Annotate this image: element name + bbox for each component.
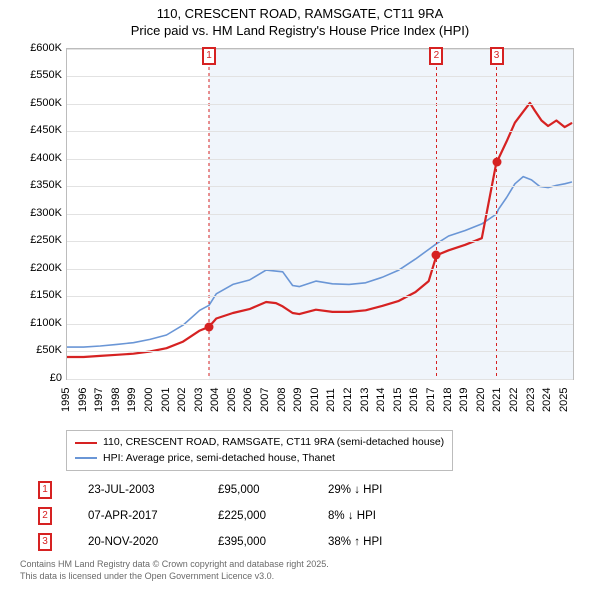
- x-tick-label: 2000: [143, 387, 155, 411]
- sales-row-price: £395,000: [218, 536, 328, 548]
- x-tick-label: 2017: [425, 387, 437, 411]
- legend-swatch: [75, 442, 97, 444]
- x-tick-label: 2023: [525, 387, 537, 411]
- y-tick-label: £300K: [20, 207, 62, 219]
- y-tick-label: £600K: [20, 42, 62, 54]
- x-tick-label: 1997: [93, 387, 105, 411]
- sales-row-diff: 8% ↓ HPI: [328, 510, 376, 522]
- y-tick-label: £0: [20, 372, 62, 384]
- x-tick-label: 2020: [475, 387, 487, 411]
- series-line-price_paid: [67, 103, 571, 357]
- sales-row-diff: 29% ↓ HPI: [328, 484, 382, 496]
- gridline-h: [67, 104, 573, 105]
- y-tick-label: £550K: [20, 69, 62, 81]
- chart-zone: £0 £50K £100K £150K £200K £250K £300K £350K £400…: [20, 44, 580, 424]
- x-tick-label: 2002: [176, 387, 188, 411]
- x-tick-label: 1996: [77, 387, 89, 411]
- x-tick-label: 2005: [226, 387, 238, 411]
- root-container: 110, CRESCENT ROAD, RAMSGATE, CT11 9RA P…: [0, 0, 600, 591]
- x-tick-label: 2006: [242, 387, 254, 411]
- series-line-hpi: [67, 176, 571, 347]
- sales-row-date: 07-APR-2017: [88, 510, 218, 522]
- x-tick-label: 2018: [442, 387, 454, 411]
- title-line-2: Price paid vs. HM Land Registry's House …: [10, 23, 590, 40]
- sales-row-diff: 38% ↑ HPI: [328, 536, 382, 548]
- plot-area: 1 2 3: [66, 48, 574, 380]
- sales-table: 1 23-JUL-2003£95,00029% ↓ HPI 2 07-APR-2017…: [38, 481, 580, 551]
- y-tick-label: £350K: [20, 179, 62, 191]
- x-tick-label: 2004: [209, 387, 221, 411]
- x-tick-label: 2010: [309, 387, 321, 411]
- footer-line-1: Contains HM Land Registry data © Crown c…: [20, 559, 580, 571]
- sales-row-number: 1: [38, 481, 52, 499]
- gridline-h: [67, 379, 573, 380]
- x-axis-labels: 1995199619971998199920002001200220032004…: [66, 382, 574, 424]
- y-tick-label: £500K: [20, 97, 62, 109]
- x-tick-label: 2008: [276, 387, 288, 411]
- legend-swatch: [75, 457, 97, 459]
- y-tick-label: £250K: [20, 234, 62, 246]
- sales-row-price: £225,000: [218, 510, 328, 522]
- legend-row: 110, CRESCENT ROAD, RAMSGATE, CT11 9RA (…: [75, 435, 444, 451]
- x-tick-label: 2003: [193, 387, 205, 411]
- legend-label: 110, CRESCENT ROAD, RAMSGATE, CT11 9RA (…: [103, 435, 444, 451]
- sale-marker-box: 1: [202, 47, 216, 65]
- x-tick-label: 2007: [259, 387, 271, 411]
- x-tick-label: 1995: [60, 387, 72, 411]
- x-tick-label: 2001: [160, 387, 172, 411]
- title-line-1: 110, CRESCENT ROAD, RAMSGATE, CT11 9RA: [10, 6, 590, 23]
- x-tick-label: 1999: [126, 387, 138, 411]
- x-tick-label: 2025: [558, 387, 570, 411]
- sale-marker-dot: [492, 157, 501, 166]
- gridline-h: [67, 76, 573, 77]
- y-axis-labels: £0£50K£100K£150K£200K£250K£300K£350K£400…: [20, 48, 64, 380]
- x-tick-label: 2021: [491, 387, 503, 411]
- y-tick-label: £450K: [20, 124, 62, 136]
- gridline-h: [67, 296, 573, 297]
- legend-box: 110, CRESCENT ROAD, RAMSGATE, CT11 9RA (…: [66, 430, 453, 472]
- sales-table-row: 2 07-APR-2017£225,0008% ↓ HPI: [38, 507, 580, 525]
- sale-marker-dot: [432, 251, 441, 260]
- sale-marker-dot: [205, 322, 214, 331]
- x-tick-label: 2024: [541, 387, 553, 411]
- x-tick-label: 2013: [359, 387, 371, 411]
- sales-row-date: 23-JUL-2003: [88, 484, 218, 496]
- x-tick-label: 2011: [325, 388, 337, 412]
- sales-row-number: 3: [38, 533, 52, 551]
- legend-label: HPI: Average price, semi-detached house,…: [103, 451, 335, 467]
- x-tick-label: 2012: [342, 387, 354, 411]
- sales-table-row: 3 20-NOV-2020£395,00038% ↑ HPI: [38, 533, 580, 551]
- gridline-h: [67, 131, 573, 132]
- sale-marker-box: 3: [490, 47, 504, 65]
- footer-line-2: This data is licensed under the Open Gov…: [20, 571, 580, 583]
- sales-row-number: 2: [38, 507, 52, 525]
- gridline-h: [67, 186, 573, 187]
- gridline-h: [67, 351, 573, 352]
- y-tick-label: £100K: [20, 317, 62, 329]
- gridline-h: [67, 269, 573, 270]
- x-tick-label: 2015: [392, 387, 404, 411]
- x-tick-label: 2014: [375, 387, 387, 411]
- chart-title-block: 110, CRESCENT ROAD, RAMSGATE, CT11 9RA P…: [10, 6, 590, 40]
- x-tick-label: 2022: [508, 387, 520, 411]
- x-tick-label: 2016: [408, 387, 420, 411]
- gridline-h: [67, 324, 573, 325]
- legend-row: HPI: Average price, semi-detached house,…: [75, 451, 444, 467]
- sales-table-row: 1 23-JUL-2003£95,00029% ↓ HPI: [38, 481, 580, 499]
- y-tick-label: £150K: [20, 289, 62, 301]
- attribution-footer: Contains HM Land Registry data © Crown c…: [20, 559, 580, 582]
- gridline-h: [67, 241, 573, 242]
- y-tick-label: £50K: [20, 344, 62, 356]
- sales-row-date: 20-NOV-2020: [88, 536, 218, 548]
- sale-marker-box: 2: [429, 47, 443, 65]
- y-tick-label: £200K: [20, 262, 62, 274]
- y-tick-label: £400K: [20, 152, 62, 164]
- x-tick-label: 1998: [110, 387, 122, 411]
- x-tick-label: 2019: [458, 387, 470, 411]
- gridline-h: [67, 214, 573, 215]
- x-tick-label: 2009: [292, 387, 304, 411]
- sales-row-price: £95,000: [218, 484, 328, 496]
